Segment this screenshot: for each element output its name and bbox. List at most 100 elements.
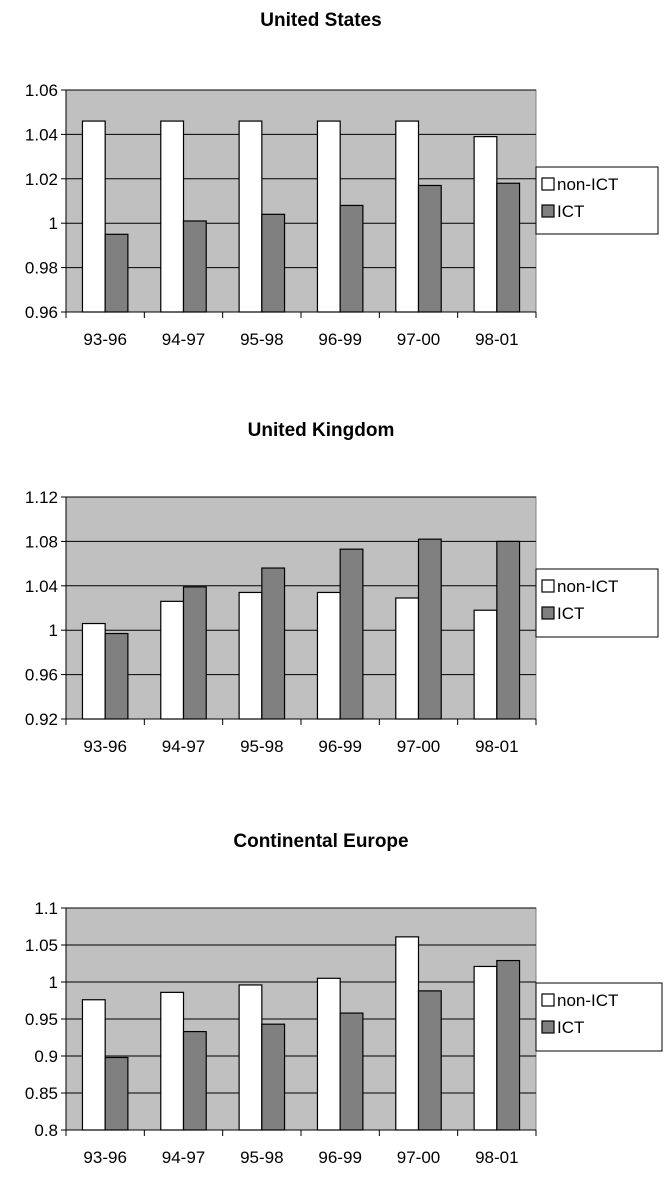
legend-swatch-ict bbox=[541, 1020, 555, 1034]
y-tick-label: 0.9 bbox=[34, 1047, 58, 1066]
x-tick-label: 94-97 bbox=[162, 330, 205, 349]
y-tick-label: 1.12 bbox=[25, 488, 58, 507]
y-tick-label: 1 bbox=[49, 973, 58, 992]
y-tick-label: 0.85 bbox=[25, 1084, 58, 1103]
y-tick-label: 0.98 bbox=[25, 259, 58, 278]
bar-non-ict bbox=[316, 591, 341, 720]
bar-ict bbox=[261, 567, 286, 720]
y-tick-label: 1.08 bbox=[25, 532, 58, 551]
x-tick-label: 97-00 bbox=[397, 330, 440, 349]
bar-ict bbox=[104, 632, 129, 720]
bar-non-ict bbox=[81, 120, 106, 313]
chart-title: United States bbox=[260, 10, 381, 31]
x-tick-label: 98-01 bbox=[475, 737, 518, 756]
y-tick-label: 0.95 bbox=[25, 1010, 58, 1029]
chart-2: United Kingdom 0.92 0.96 1 1.04 1.08 1.12 93-96… bbox=[25, 420, 659, 756]
chart-title: United Kingdom bbox=[248, 420, 395, 441]
x-tick-label: 98-01 bbox=[475, 330, 518, 349]
bar-non-ict bbox=[316, 120, 341, 313]
legend-box bbox=[535, 166, 659, 235]
legend-label: non-ICT bbox=[557, 175, 618, 194]
legend: non-ICT ICT bbox=[535, 982, 663, 1052]
x-tick-label: 95-98 bbox=[240, 737, 283, 756]
bar-non-ict bbox=[395, 936, 420, 1131]
y-tick-label: 1 bbox=[49, 621, 58, 640]
bar-ict bbox=[417, 184, 442, 313]
bar-non-ict bbox=[160, 991, 185, 1131]
y-tick-label: 1.02 bbox=[25, 170, 58, 189]
bar-non-ict bbox=[473, 965, 498, 1131]
bar-ict bbox=[496, 959, 521, 1131]
plot-area bbox=[65, 89, 537, 313]
y-tick-label: 1.1 bbox=[34, 899, 58, 918]
bar-non-ict bbox=[160, 120, 185, 313]
bar-ict bbox=[104, 233, 129, 313]
bar-ict bbox=[339, 1012, 364, 1131]
x-tick-label: 94-97 bbox=[162, 737, 205, 756]
bar-ict bbox=[261, 213, 286, 313]
legend-label: ICT bbox=[557, 604, 584, 623]
x-tick-label: 95-98 bbox=[240, 330, 283, 349]
y-tick-label: 0.92 bbox=[25, 710, 58, 729]
bar-non-ict bbox=[238, 984, 263, 1131]
y-tick-label: 1.04 bbox=[25, 577, 58, 596]
bar-non-ict bbox=[81, 999, 106, 1131]
legend-box bbox=[535, 568, 659, 638]
y-tick-label: 1.04 bbox=[25, 125, 58, 144]
bar-ict bbox=[182, 1030, 207, 1131]
bar-ict bbox=[261, 1023, 286, 1131]
x-tick-label: 98-01 bbox=[475, 1148, 518, 1167]
y-tick-label: 0.96 bbox=[25, 666, 58, 685]
chart-title: Continental Europe bbox=[233, 831, 408, 852]
chart-1: United States 0.96 0.98 1 1.02 1.04 1.06 93-96 9… bbox=[25, 10, 659, 349]
x-tick-label: 94-97 bbox=[162, 1148, 205, 1167]
bar-ict bbox=[339, 548, 364, 720]
bar-ict bbox=[496, 540, 521, 720]
x-tick-label: 95-98 bbox=[240, 1148, 283, 1167]
y-tick-label: 0.8 bbox=[34, 1121, 58, 1140]
x-tick-label: 96-99 bbox=[318, 1148, 361, 1167]
bar-ict bbox=[496, 182, 521, 313]
bar-non-ict bbox=[395, 597, 420, 720]
x-tick-label: 93-96 bbox=[83, 330, 126, 349]
bar-non-ict bbox=[238, 591, 263, 720]
bar-ict bbox=[182, 586, 207, 720]
bar-non-ict bbox=[81, 622, 106, 720]
legend-box bbox=[535, 982, 663, 1052]
legend-label: non-ICT bbox=[557, 577, 618, 596]
x-tick-label: 96-99 bbox=[318, 330, 361, 349]
bar-non-ict bbox=[473, 609, 498, 720]
legend-swatch-non-ict bbox=[541, 177, 555, 191]
bar-non-ict bbox=[316, 977, 341, 1131]
bar-ict bbox=[104, 1056, 129, 1131]
y-tick-label: 1.05 bbox=[25, 936, 58, 955]
x-tick-label: 96-99 bbox=[318, 737, 361, 756]
legend-swatch-non-ict bbox=[541, 993, 555, 1007]
legend-swatch-ict bbox=[541, 606, 555, 620]
bar-non-ict bbox=[395, 120, 420, 313]
bar-non-ict bbox=[160, 600, 185, 720]
bar-non-ict bbox=[238, 120, 263, 313]
bar-ict bbox=[417, 990, 442, 1131]
legend: non-ICT ICT bbox=[535, 568, 659, 638]
y-tick-label: 1 bbox=[49, 214, 58, 233]
legend-label: non-ICT bbox=[557, 991, 618, 1010]
bar-ict bbox=[417, 538, 442, 720]
y-tick-label: 1.06 bbox=[25, 81, 58, 100]
x-tick-label: 93-96 bbox=[83, 1148, 126, 1167]
x-tick-label: 97-00 bbox=[397, 1148, 440, 1167]
bar-non-ict bbox=[473, 136, 498, 313]
plot-area bbox=[65, 496, 537, 720]
legend-swatch-ict bbox=[541, 204, 555, 218]
bar-ict bbox=[182, 220, 207, 313]
x-tick-label: 97-00 bbox=[397, 737, 440, 756]
chart-3: Continental Europe 0.8 0.85 0.9 0.95 1 1.05 1.1… bbox=[25, 831, 663, 1167]
legend-swatch-non-ict bbox=[541, 579, 555, 593]
legend: non-ICT ICT bbox=[535, 166, 659, 235]
y-tick-label: 0.96 bbox=[25, 303, 58, 322]
legend-label: ICT bbox=[557, 1018, 584, 1037]
bar-ict bbox=[339, 204, 364, 313]
x-tick-label: 93-96 bbox=[83, 737, 126, 756]
legend-label: ICT bbox=[557, 202, 584, 221]
